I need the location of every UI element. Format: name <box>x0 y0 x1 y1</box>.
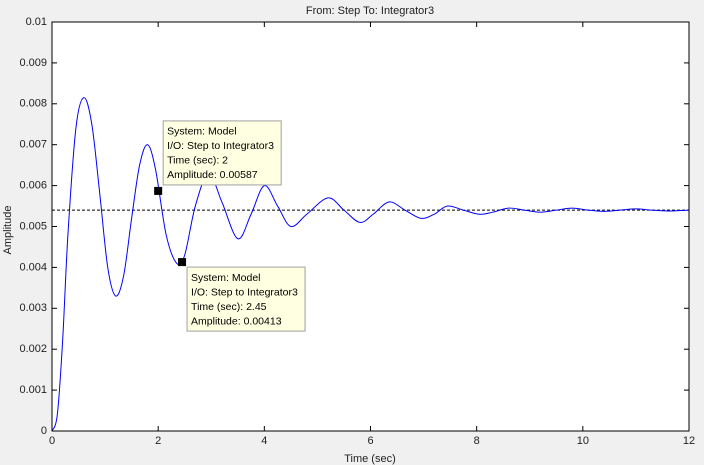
data-tip: System: Model I/O: Step to Integrator3 Tim… <box>154 120 282 195</box>
data-tip-text: I/O: Step to Integrator3 <box>191 286 298 298</box>
plot-border <box>51 21 690 432</box>
y-tick-label: 0.004 <box>19 261 47 273</box>
data-tip-text: System: Model <box>191 272 260 284</box>
data-tip-text: Amplitude: 0.00587 <box>167 169 258 181</box>
y-tick-label: 0.002 <box>19 343 47 355</box>
x-tick-label: 4 <box>261 435 267 447</box>
y-tick-label: 0.008 <box>19 98 47 110</box>
y-tick-label: 0 <box>41 425 47 437</box>
y-tick-label: 0.003 <box>19 302 47 314</box>
chart-title: From: Step To: Integrator3 <box>306 5 434 17</box>
y-tick-label: 0.009 <box>19 57 47 69</box>
response-line <box>51 97 690 432</box>
data-tip-marker <box>154 186 163 195</box>
x-tick-label: 6 <box>367 435 373 447</box>
data-tip-box <box>186 266 306 332</box>
y-axis-label: Amplitude <box>2 206 14 255</box>
y-tick-label: 0.001 <box>19 384 47 396</box>
x-tick-label: 8 <box>474 435 480 447</box>
data-tip-box <box>162 120 282 186</box>
data-tip: System: Model I/O: Step to Integrator3 Tim… <box>178 258 306 332</box>
data-tip-text: I/O: Step to Integrator3 <box>167 140 274 152</box>
data-tip-text: Time (sec): 2.45 <box>191 301 267 313</box>
x-tick-label: 2 <box>155 435 161 447</box>
data-tip-text: Time (sec): 2 <box>167 155 228 167</box>
x-tick-label: 12 <box>683 435 695 447</box>
data-tip-text: System: Model <box>167 126 236 138</box>
x-tick-label: 10 <box>577 435 589 447</box>
y-tick-label: 0.01 <box>26 16 47 28</box>
data-tip-marker <box>178 258 187 267</box>
y-tick-label: 0.007 <box>19 139 47 151</box>
x-tick-label: 0 <box>49 435 55 447</box>
y-tick-label: 0.006 <box>19 180 47 192</box>
plot-area <box>52 22 689 431</box>
y-tick-label: 0.005 <box>19 220 47 232</box>
data-tip-text: Amplitude: 0.00413 <box>191 315 282 327</box>
x-axis-label: Time (sec) <box>344 453 396 465</box>
